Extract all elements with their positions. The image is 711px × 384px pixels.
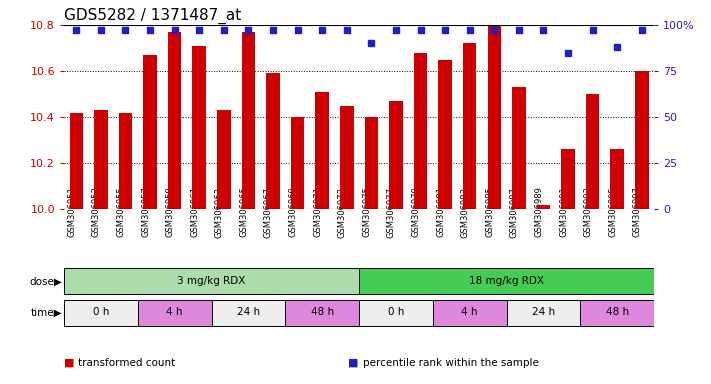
Bar (340, 106, 353, 209)
Bar (537, 205, 550, 209)
Bar (119, 113, 132, 209)
Text: 0 h: 0 h (387, 307, 404, 317)
Text: percentile rank within the sample: percentile rank within the sample (363, 358, 538, 368)
Text: 24 h: 24 h (532, 307, 555, 317)
Text: transformed count: transformed count (78, 358, 176, 368)
Bar (414, 53, 427, 209)
Bar (635, 71, 648, 209)
Bar (94, 110, 107, 209)
Text: ■: ■ (348, 358, 359, 368)
Point (242, 27, 254, 33)
Bar (359, 300, 433, 326)
Point (218, 27, 230, 33)
Text: 48 h: 48 h (606, 307, 629, 317)
Bar (611, 149, 624, 209)
Point (316, 27, 328, 33)
Bar (70, 113, 83, 209)
Bar (168, 32, 181, 209)
Point (636, 27, 648, 33)
Bar (389, 101, 402, 209)
Point (390, 27, 402, 33)
Bar (193, 46, 206, 209)
Text: 4 h: 4 h (166, 307, 183, 317)
Point (365, 40, 377, 46)
Point (587, 27, 599, 33)
Text: 3 mg/kg RDX: 3 mg/kg RDX (177, 276, 246, 286)
Text: dose▶: dose▶ (30, 276, 63, 286)
Bar (586, 94, 599, 209)
Bar (359, 268, 654, 294)
Bar (64, 300, 138, 326)
Point (439, 27, 451, 33)
Text: 0 h: 0 h (92, 307, 109, 317)
Text: 24 h: 24 h (237, 307, 260, 317)
Point (119, 27, 131, 33)
Bar (212, 300, 285, 326)
Point (70, 27, 82, 33)
Point (267, 27, 279, 33)
Text: time▶: time▶ (31, 308, 63, 318)
Text: ■: ■ (64, 358, 75, 368)
Point (513, 27, 525, 33)
Point (464, 27, 476, 33)
Bar (561, 149, 574, 209)
Bar (217, 110, 230, 209)
Bar (580, 300, 654, 326)
Text: 48 h: 48 h (311, 307, 333, 317)
Point (611, 44, 623, 50)
Point (292, 27, 304, 33)
Point (144, 27, 156, 33)
Bar (506, 300, 580, 326)
Text: 4 h: 4 h (461, 307, 478, 317)
Bar (138, 300, 212, 326)
Point (193, 27, 205, 33)
Point (562, 50, 574, 56)
Text: GDS5282 / 1371487_at: GDS5282 / 1371487_at (64, 7, 241, 23)
Point (415, 27, 426, 33)
Point (538, 27, 549, 33)
Bar (144, 55, 157, 209)
Bar (266, 73, 279, 209)
Bar (439, 60, 452, 209)
Bar (316, 92, 329, 209)
Bar (242, 32, 255, 209)
Bar (64, 268, 359, 294)
Bar (488, 25, 501, 209)
Bar (463, 43, 476, 209)
Bar (291, 117, 304, 209)
Bar (365, 117, 378, 209)
Point (341, 27, 353, 33)
Bar (285, 300, 359, 326)
Bar (512, 87, 525, 209)
Text: 18 mg/kg RDX: 18 mg/kg RDX (469, 276, 544, 286)
Point (95, 27, 107, 33)
Point (169, 27, 181, 33)
Point (488, 27, 500, 33)
Bar (433, 300, 506, 326)
